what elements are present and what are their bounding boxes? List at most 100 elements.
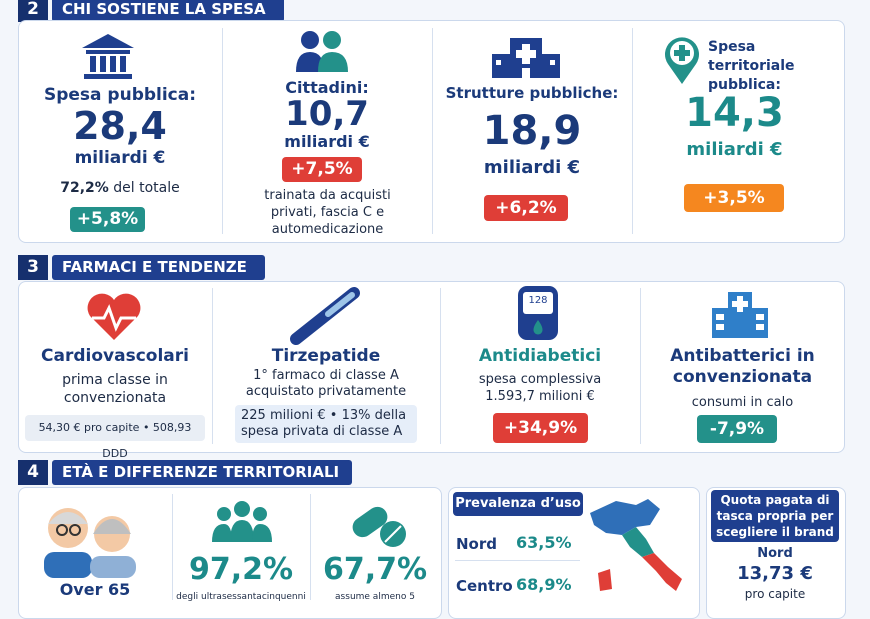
card-text: consumi in calo	[691, 395, 794, 410]
card-title: Over 65	[59, 580, 131, 599]
bank-icon	[82, 34, 134, 79]
brand-unit: pro capite	[744, 587, 806, 601]
card-unit: miliardi €	[74, 148, 166, 168]
divider	[222, 28, 223, 234]
building-icon	[712, 292, 768, 338]
section-title: CHI SOSTIENE LA SPESA	[52, 0, 284, 22]
card-label: Cittadini:	[285, 78, 369, 97]
people-icon	[296, 31, 348, 72]
icon-part	[598, 569, 612, 591]
icon-part	[533, 320, 543, 335]
divider	[632, 28, 633, 234]
section-number: 4	[18, 460, 48, 485]
area-name: Nord	[456, 535, 497, 553]
icon-part	[542, 54, 560, 78]
section-number: 2	[18, 0, 48, 22]
hospital-icon	[492, 38, 560, 78]
card-title: Tirzepatide	[271, 346, 381, 366]
icon-part	[82, 34, 134, 48]
card-value: 14,3	[685, 90, 784, 136]
stat-text: degli ultrasessantacinquenni	[176, 592, 306, 602]
share-note: del totale	[113, 180, 180, 196]
card-title: Antidiabetici	[478, 346, 602, 366]
icon-part	[522, 68, 530, 78]
icon-part	[716, 324, 724, 330]
icon-part	[323, 31, 341, 49]
icon-text: 128	[528, 295, 548, 306]
icon-part	[516, 50, 536, 58]
icon-part	[120, 56, 126, 72]
infographic: 2 CHI SOSTIENE LA SPESA Spesa pubblica: …	[18, 0, 846, 619]
brand-value: 13,73 €	[737, 563, 813, 584]
card-detail: 225 milioni € • 13% della spesa privata …	[235, 405, 417, 443]
group-icon	[212, 501, 272, 542]
icon-part	[84, 74, 132, 79]
icon-part	[93, 519, 131, 534]
icon-part	[56, 524, 68, 536]
pen-icon	[290, 287, 360, 345]
card-text: 1° farmaco di classe A acquistato privat…	[245, 368, 407, 399]
icon-part	[86, 50, 130, 54]
icon-part	[296, 52, 324, 72]
stat-text: assume almeno 5	[335, 592, 415, 602]
icon-part	[712, 308, 728, 338]
icon-part	[496, 60, 501, 65]
icon-part	[384, 525, 402, 543]
area-value: 68,9%	[516, 575, 572, 594]
divider	[172, 494, 173, 600]
icon-part	[48, 512, 88, 524]
icon-part	[234, 501, 250, 517]
stat-value: 67,7%	[322, 552, 428, 587]
card-unit: miliardi €	[483, 157, 581, 178]
icon-part	[622, 527, 654, 557]
icon-part	[253, 507, 267, 521]
card-label: Spesa pubblica:	[43, 85, 197, 105]
change-badge: +34,9%	[493, 413, 588, 443]
icon-part	[100, 56, 106, 72]
icon-part	[550, 60, 555, 65]
card-text: prima classe in convenzionata	[62, 372, 168, 406]
glucometer-icon	[518, 286, 558, 340]
card-detail: 54,30 € pro capite • 508,93 DDD	[25, 415, 205, 460]
pin-icon	[665, 37, 699, 84]
divider	[212, 288, 213, 444]
icon-part	[523, 292, 553, 314]
italy-map	[590, 499, 682, 591]
section-number: 3	[18, 255, 48, 280]
card-unit: miliardi €	[284, 132, 370, 151]
change-badge: -7,9%	[697, 415, 777, 443]
icon-part	[674, 50, 690, 56]
section-title: FARMACI E TENDENZE	[52, 255, 265, 280]
icon-part	[756, 314, 764, 320]
icon-part	[318, 52, 348, 72]
icon-part	[92, 304, 136, 332]
icon-part	[590, 499, 660, 535]
area-value: 63,5%	[516, 533, 572, 552]
icon-part	[90, 56, 96, 72]
icon-part	[716, 314, 724, 320]
icon-part	[230, 520, 254, 542]
change-badge: +7,5%	[282, 157, 362, 182]
change-badge: +5,8%	[70, 207, 145, 232]
icon-part	[301, 31, 319, 49]
icon-part	[110, 56, 116, 72]
card-label: Strutture pubbliche:	[445, 84, 619, 102]
card-title: Prevalenza d’uso	[453, 492, 583, 516]
icon-part	[756, 324, 764, 330]
card-value: 28,4	[73, 104, 167, 148]
icon-part	[325, 292, 355, 317]
card-share: 72,2% del totale	[18, 180, 222, 196]
elderly-icon	[44, 508, 136, 578]
card-note: trainata da acquisti privati, fascia C e…	[264, 188, 391, 237]
card-label: Spesa territoriale pubblica:	[708, 39, 795, 93]
divider	[310, 494, 311, 600]
stat-value: 97,2%	[188, 552, 294, 587]
card-title: Quota pagata di tasca propria per scegli…	[711, 490, 839, 542]
pills-icon	[352, 506, 406, 547]
card-value: 10,7	[285, 94, 369, 134]
area-name: Nord	[757, 546, 793, 561]
share-value: 72,2%	[60, 180, 109, 196]
card-unit: miliardi €	[686, 139, 783, 160]
card-title: Cardiovascolari	[41, 346, 189, 366]
divider	[640, 288, 641, 444]
